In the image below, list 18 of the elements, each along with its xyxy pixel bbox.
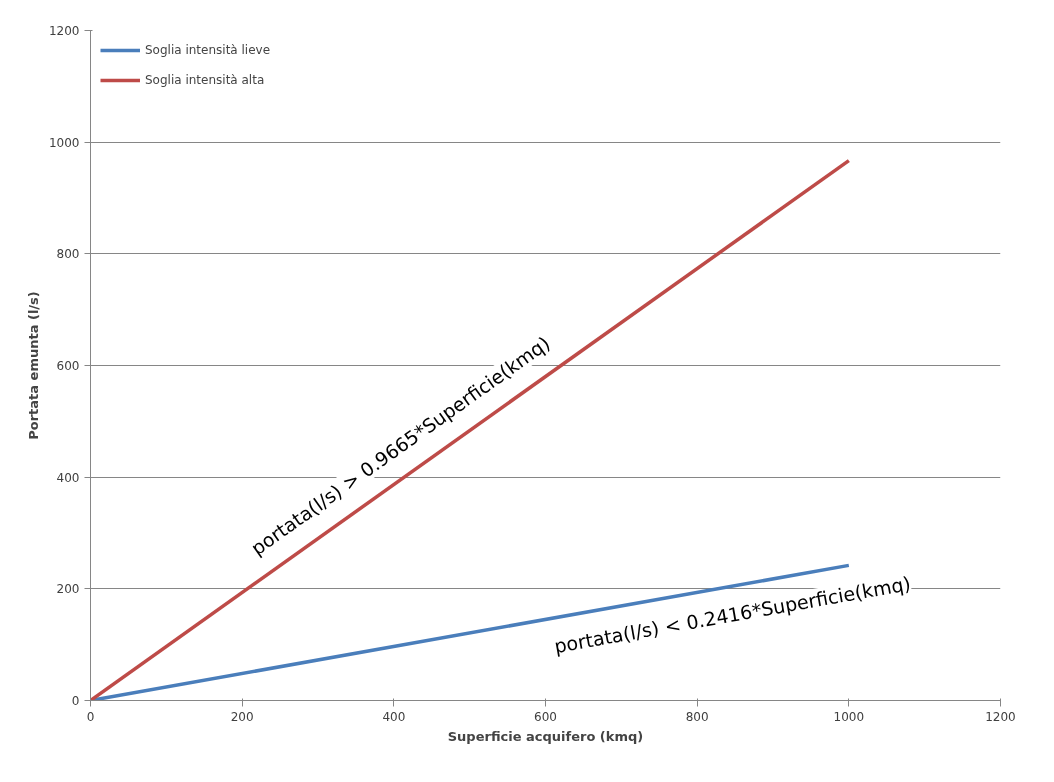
x-tick-label: 0: [86, 709, 95, 724]
x-tick-label: 200: [230, 709, 254, 724]
y-tick-label: 200: [56, 582, 80, 597]
y-tick-label: 0: [71, 694, 80, 708]
y-tick-label: 600: [56, 359, 80, 373]
x-tick-label: 1000: [833, 709, 865, 724]
y-tick-label: 1200: [48, 24, 80, 38]
x-tick-label: 1200: [985, 709, 1016, 724]
legend-label: Soglia intensità lieve: [145, 43, 271, 57]
x-tick-label: 600: [534, 709, 557, 724]
x-tick-label: 400: [382, 709, 406, 724]
y-tick-label: 800: [56, 247, 80, 262]
x-axis-title: Superficie acquifero (kmq): [447, 728, 644, 744]
y-axis-title: Portata emunta (l/s): [25, 291, 41, 440]
y-tick-label: 400: [56, 470, 80, 485]
y-tick-label: 1000: [48, 135, 80, 150]
legend-label: Soglia intensità alta: [145, 73, 265, 87]
x-tick-label: 800: [685, 709, 709, 724]
